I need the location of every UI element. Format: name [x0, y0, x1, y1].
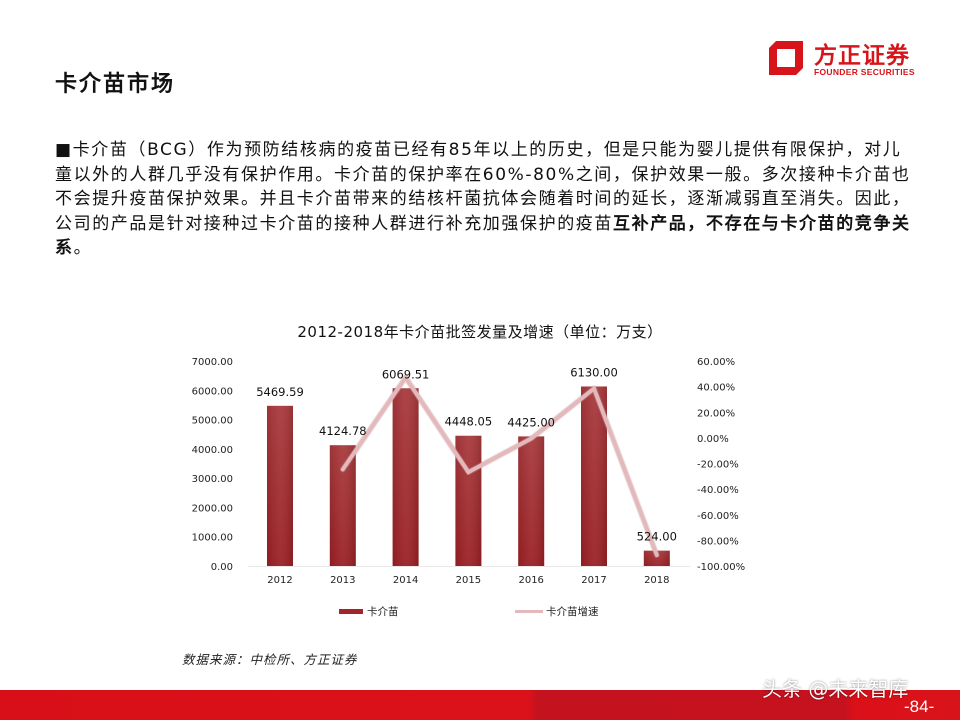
legend-swatch-line — [515, 610, 543, 613]
left-axis-tick: 5000.00 — [192, 416, 233, 427]
right-axis-tick: 60.00% — [697, 357, 735, 368]
logo-name-cn: 方正证券 — [814, 43, 910, 69]
bar-labels: 5469.59 4124.78 6069.51 4448.05 4425.00 6130.… — [256, 365, 677, 543]
bar-value-label: 4425.00 — [507, 415, 555, 429]
bar-shade — [267, 405, 293, 566]
chart-title: 2012-2018年卡介苗批签发量及增速（单位：万支） — [297, 323, 663, 341]
left-axis-tick: 3000.00 — [192, 474, 233, 485]
x-axis-tick: 2017 — [581, 575, 606, 586]
bar-shade — [643, 550, 670, 566]
body-text-end: 。 — [73, 238, 93, 258]
x-axis-tick: 2018 — [644, 575, 669, 586]
growth-line — [339, 373, 660, 559]
footer-bar — [0, 690, 960, 720]
x-axis: 2012 2013 2014 2015 2016 2017 2018 — [248, 566, 690, 586]
bullet-icon: ■ — [55, 140, 73, 160]
left-axis: 7000.00 6000.00 5000.00 4000.00 3000.00 2000.… — [192, 357, 233, 573]
bar-shade — [329, 445, 356, 566]
x-axis-tick: 2012 — [267, 575, 292, 586]
right-axis-tick: -60.00% — [697, 511, 739, 522]
founder-logo-icon — [769, 41, 803, 75]
legend-label-line: 卡介苗增速 — [546, 605, 599, 618]
bar-shade — [518, 436, 545, 566]
right-axis-tick: -40.00% — [697, 485, 739, 496]
body-paragraph: ■卡介苗（BCG）作为预防结核病的疫苗已经有85年以上的历史，但是只能为婴儿提供… — [55, 138, 913, 261]
left-axis-tick: 6000.00 — [192, 386, 233, 397]
body-text-bold: 互补产品，不存在与卡介苗的竞争关系 — [55, 213, 911, 259]
bars — [267, 386, 670, 566]
growth-line-path — [340, 373, 659, 558]
x-axis-tick: 2014 — [393, 575, 418, 586]
right-axis-tick: -20.00% — [697, 460, 739, 471]
bar-shade — [392, 388, 419, 566]
left-axis-tick: 0.00 — [211, 562, 233, 573]
body-text-plain: 卡介苗（BCG）作为预防结核病的疫苗已经有85年以上的历史，但是只能为婴儿提供有… — [55, 140, 911, 234]
left-axis-tick: 7000.00 — [192, 357, 233, 368]
watermark: 头条 @未来智库 — [762, 677, 909, 701]
legend-swatch-bar — [339, 609, 363, 614]
page-title: 卡介苗市场 — [55, 72, 176, 97]
right-axis-tick: -80.00% — [697, 536, 739, 547]
bar-value-label: 4124.78 — [319, 424, 367, 438]
left-axis-tick: 2000.00 — [192, 503, 233, 514]
x-axis-tick: 2015 — [456, 575, 481, 586]
right-axis-tick: 20.00% — [697, 408, 735, 419]
x-axis-tick: 2016 — [518, 575, 543, 586]
chart: 7000.00 6000.00 5000.00 4000.00 3000.00 2000.… — [192, 357, 745, 618]
bar-value-label: 5469.59 — [256, 385, 304, 399]
bar-value-label: 6130.00 — [570, 365, 618, 379]
right-axis: 60.00% 40.00% 20.00% 0.00% -20.00% -40.00% -60… — [697, 357, 745, 573]
bar-value-label: 524.00 — [637, 530, 677, 544]
right-axis-tick: 40.00% — [697, 383, 735, 394]
right-axis-tick: 0.00% — [697, 434, 729, 445]
left-axis-tick: 4000.00 — [192, 445, 233, 456]
bar-value-label: 6069.51 — [382, 367, 430, 381]
bar-value-label: 4448.05 — [445, 415, 493, 429]
data-source: 数据来源：中检所、方正证券 — [182, 652, 358, 667]
left-axis-tick: 1000.00 — [192, 533, 233, 544]
x-axis-tick: 2013 — [330, 575, 355, 586]
growth-line-shadow — [339, 374, 660, 559]
legend-label-bar: 卡介苗 — [367, 605, 399, 618]
legend: 卡介苗 卡介苗增速 — [339, 605, 599, 618]
logo-name-en: FOUNDER SECURITIES — [814, 67, 915, 77]
page-number: -84- — [904, 697, 935, 716]
company-logo: 方正证券 FOUNDER SECURITIES — [766, 36, 936, 84]
right-axis-tick: -100.00% — [697, 562, 745, 573]
